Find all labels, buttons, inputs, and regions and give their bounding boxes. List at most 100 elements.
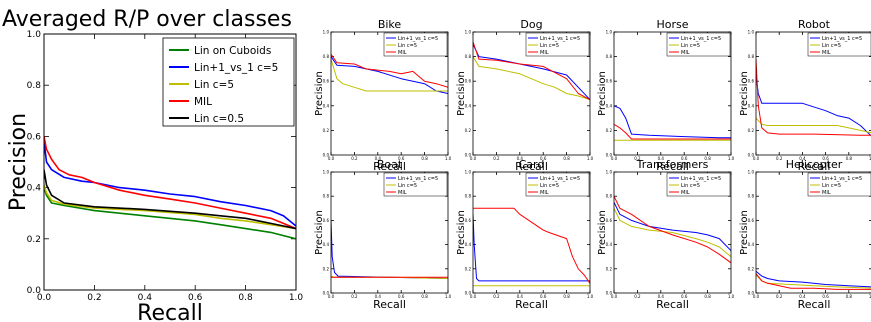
x-tick-label: 0.0: [753, 156, 760, 161]
series-mil: [614, 195, 731, 264]
x-tick-label: 0.8: [846, 156, 853, 161]
legend: Lin on Cuboids Lin+1_vs_1 c=5 Lin c=5 MIL Li…: [162, 37, 295, 127]
legend-label: Lin c=5: [398, 43, 417, 49]
x-tick-label: 0.8: [846, 294, 853, 299]
series-lin-c-5: [44, 184, 296, 230]
legend-label: MIL: [194, 96, 212, 108]
x-tick-label: 1.0: [587, 156, 594, 161]
chart-transformers: 0.00.00.20.20.40.40.60.60.80.81.01.0Tran…: [597, 158, 735, 311]
x-tick-label: 0.8: [421, 294, 428, 299]
x-tick-label: 0.8: [704, 156, 711, 161]
chart-title: Boat: [377, 158, 403, 171]
legend-label: Lin c=5: [681, 183, 700, 189]
legend-label: Lin+1_vs_1 c=5: [194, 62, 278, 74]
y-tick-label: 1.0: [323, 30, 330, 35]
legend-label: Lin+1_vs_1 c=5: [540, 176, 580, 182]
plot-frame: [755, 171, 871, 294]
series-group: [331, 53, 448, 94]
x-tick-label: 1.0: [728, 156, 735, 161]
legend-label: Lin on Cuboids: [194, 45, 271, 57]
legend-label: Lin c=5: [398, 183, 417, 189]
x-tick-label: 0.0: [328, 156, 335, 161]
chart-horse: 0.00.0 0.2 0.2 0.4 0.4 0.6 0.6 0.8 0.8 1.0 1.0 Hors…: [597, 18, 735, 173]
y-tick-label: 0.4: [606, 103, 613, 108]
x-tick-label: 0.0: [611, 156, 618, 161]
series-lin-c-5: [614, 208, 731, 258]
series-lin-1-vs-1-c-5: [614, 202, 731, 252]
y-tick-label: 0.8: [748, 194, 755, 199]
chart-title: Dog: [520, 18, 542, 31]
legend-box: [162, 37, 295, 127]
y-tick-label: 0.4: [323, 103, 330, 108]
legend-label: Lin c=5: [540, 43, 559, 49]
y-tick-label: 0.4: [606, 242, 613, 247]
y-tick-label: 0.0: [748, 153, 755, 158]
y-tick-label: 0.0: [748, 291, 755, 296]
x-tick-label: 0.6: [822, 156, 829, 161]
x-axis-label: Recall: [137, 301, 203, 322]
y-tick-label: 1.0: [748, 170, 755, 175]
y-tick-label: 0.4: [465, 242, 472, 247]
y-tick-label: 0.8: [465, 194, 472, 199]
y-axis-label: Precision: [6, 113, 31, 211]
series-lin-1-vs-1-c-5: [614, 105, 731, 139]
x-tick-label: 0.0: [753, 294, 760, 299]
legend-label: Lin c=5: [822, 183, 841, 189]
chart-card: 0.00.00.20.20.40.40.60.60.80.81.01.0Card…: [456, 158, 594, 311]
legend-label: Lin c=5: [822, 43, 841, 49]
y-axis-label: Precision: [456, 71, 467, 116]
plot-frame: [330, 31, 449, 156]
y-tick-label: 0.2: [748, 266, 755, 271]
y-tick-label: 0.2: [465, 128, 472, 133]
y-tick-label: 0.2: [323, 128, 330, 133]
plot-frame: [472, 31, 591, 156]
y-tick-label: 0.6: [748, 79, 755, 84]
x-tick-label: 0.2: [776, 294, 783, 299]
series-group: [473, 207, 590, 287]
x-tick-label: 1.0: [289, 293, 304, 303]
legend-box: [666, 172, 731, 197]
series-lin-c-5: [473, 56, 590, 101]
x-tick-label: 0.0: [470, 294, 477, 299]
y-tick-label: 1.0: [323, 170, 330, 175]
x-tick-label: 0.2: [776, 156, 783, 161]
y-tick-label: 1.0: [606, 170, 613, 175]
series-mil: [473, 207, 590, 284]
y-tick-label: 1.0: [27, 30, 42, 40]
x-axis-label: Recall: [373, 298, 406, 311]
y-tick-label: 0.0: [323, 153, 330, 158]
chart-dog: 0.00.0 0.2 0.2 0.4 0.4 0.6 0.6 0.8 0.8 1.0 1.0 Dog R…: [456, 18, 594, 173]
series-mil: [614, 123, 731, 140]
legend-label: MIL: [681, 190, 690, 196]
x-tick-label: 0.6: [681, 294, 688, 299]
x-tick-label: 0.2: [351, 156, 358, 161]
x-tick-label: 1.0: [445, 156, 452, 161]
y-axis-label: Precision: [597, 71, 608, 116]
y-tick-label: 0.2: [323, 266, 330, 271]
chart-title: Robot: [798, 18, 831, 31]
y-tick-label: 0.4: [323, 242, 330, 247]
x-tick-label: 0.0: [611, 294, 618, 299]
chart-title: Transformers: [636, 158, 709, 171]
series-lin-1-vs-1-c-5: [473, 214, 590, 282]
y-tick-label: 0.0: [606, 291, 613, 296]
x-tick-label: 1.0: [869, 156, 871, 161]
series-lin-1-vs-1-c-5: [331, 220, 448, 279]
y-axis-label: Precision: [739, 71, 750, 116]
y-axis-label: Precision: [739, 210, 750, 255]
x-tick-label: 0.8: [421, 156, 428, 161]
legend-label: Lin+1_vs_1 c=5: [822, 176, 862, 182]
y-tick-label: 0.6: [323, 79, 330, 84]
x-tick-label: 0.4: [658, 156, 665, 161]
legend-box: [525, 32, 590, 57]
y-tick-label: 0.8: [27, 81, 42, 91]
legend-label: MIL: [822, 50, 831, 56]
y-tick-label: 0.6: [465, 218, 472, 223]
series-mil: [331, 53, 448, 88]
series-group: [473, 41, 590, 101]
x-axis-label: Recall: [373, 160, 406, 173]
legend-label: Lin c=5: [194, 79, 234, 91]
